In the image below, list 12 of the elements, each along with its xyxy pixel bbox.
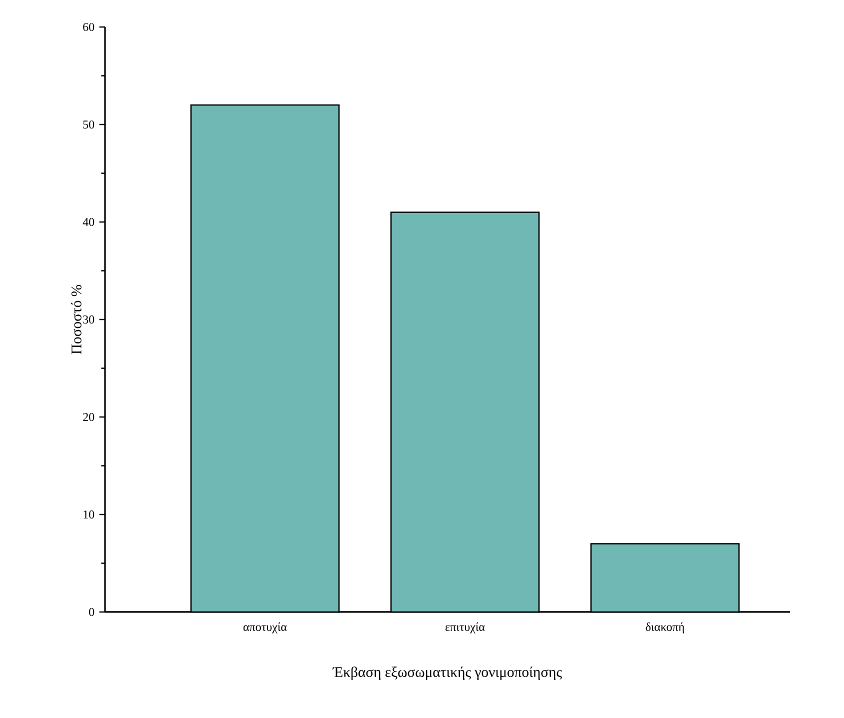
x-axis-title: Έκβαση εξωσωματικής γονιμοποίησης	[332, 666, 562, 680]
y-tick-label: 10	[84, 510, 94, 519]
y-tick-label: 0	[89, 608, 94, 616]
x-tick-label: επιτυχία	[445, 622, 485, 634]
y-tick-label: 20	[83, 412, 94, 422]
y-tick-label: 30	[83, 315, 94, 324]
x-tick-label: αποτυχία	[243, 622, 287, 634]
y-tick-label: 50	[83, 120, 94, 129]
y-axis-title: Ποσοστό %	[70, 284, 82, 354]
x-tick-label: διακοπή	[646, 622, 684, 634]
y-tick-label: 60	[83, 22, 94, 32]
y-tick-label: 40	[82, 218, 94, 226]
